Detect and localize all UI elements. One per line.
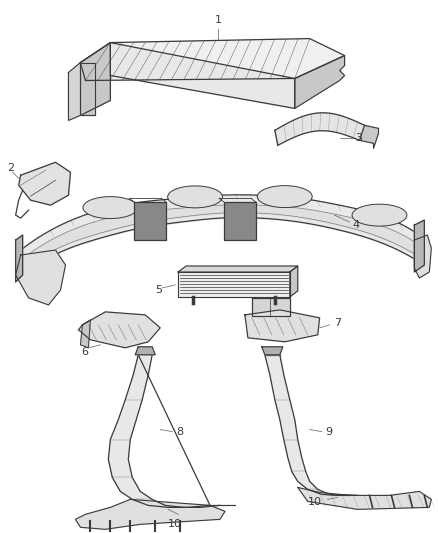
Polygon shape bbox=[178, 272, 290, 297]
Bar bbox=[224, 202, 256, 240]
Polygon shape bbox=[108, 355, 220, 507]
Polygon shape bbox=[178, 266, 298, 272]
Polygon shape bbox=[75, 499, 225, 529]
Polygon shape bbox=[360, 125, 378, 148]
Polygon shape bbox=[414, 235, 431, 278]
Polygon shape bbox=[19, 162, 71, 205]
Polygon shape bbox=[135, 347, 155, 355]
Text: 8: 8 bbox=[176, 426, 183, 437]
Polygon shape bbox=[252, 298, 290, 316]
Polygon shape bbox=[16, 250, 66, 305]
Polygon shape bbox=[68, 62, 81, 120]
Text: 10: 10 bbox=[307, 497, 321, 507]
Text: 3: 3 bbox=[356, 133, 363, 143]
Ellipse shape bbox=[83, 197, 138, 219]
Polygon shape bbox=[81, 38, 345, 80]
Polygon shape bbox=[245, 310, 320, 342]
Text: 1: 1 bbox=[215, 14, 222, 25]
Text: 10: 10 bbox=[168, 519, 182, 529]
Polygon shape bbox=[16, 235, 23, 282]
Text: 7: 7 bbox=[334, 318, 341, 328]
Polygon shape bbox=[265, 355, 357, 495]
Text: 5: 5 bbox=[155, 285, 162, 295]
Ellipse shape bbox=[258, 185, 312, 207]
Text: 6: 6 bbox=[81, 347, 88, 357]
Polygon shape bbox=[275, 113, 364, 146]
Text: 9: 9 bbox=[326, 426, 333, 437]
Polygon shape bbox=[110, 43, 295, 108]
Ellipse shape bbox=[168, 186, 223, 208]
Polygon shape bbox=[81, 62, 95, 116]
Polygon shape bbox=[78, 312, 160, 348]
Text: 2: 2 bbox=[7, 163, 14, 173]
Polygon shape bbox=[290, 266, 298, 297]
Polygon shape bbox=[298, 487, 431, 510]
Polygon shape bbox=[295, 55, 345, 108]
Polygon shape bbox=[81, 43, 110, 116]
Text: 4: 4 bbox=[353, 220, 360, 230]
Ellipse shape bbox=[352, 204, 407, 226]
Polygon shape bbox=[414, 220, 424, 272]
Bar bbox=[134, 202, 166, 240]
Polygon shape bbox=[81, 320, 90, 348]
Polygon shape bbox=[262, 347, 283, 355]
